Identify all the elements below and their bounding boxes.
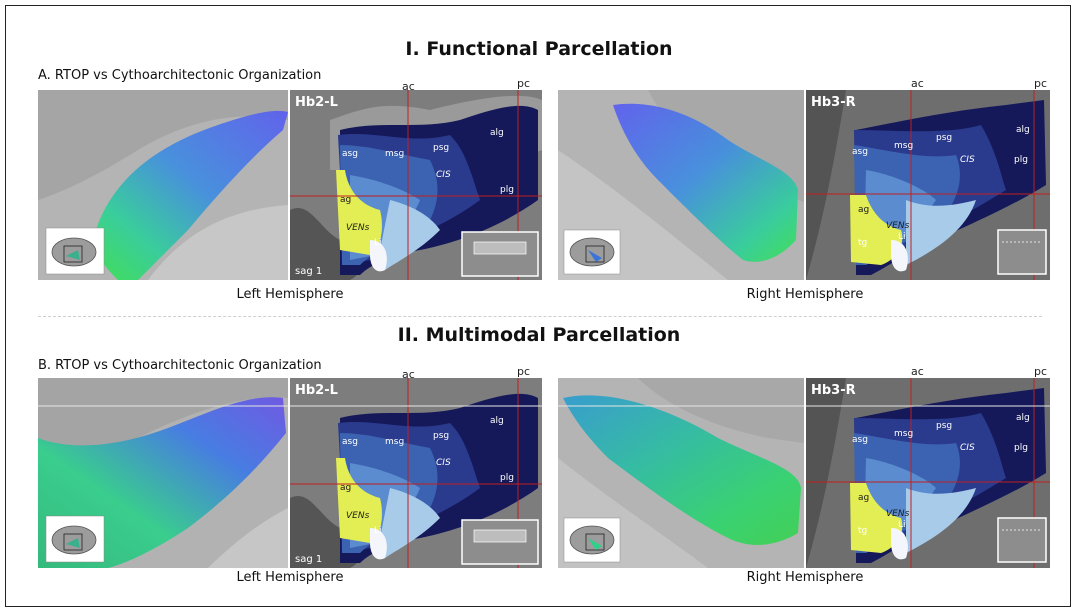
region-label-alg: alg [490, 128, 504, 138]
region-label-tg: tg [858, 526, 867, 536]
region-label-asg: asg [852, 435, 868, 445]
caption-left-hemisphere: Left Hemisphere [236, 287, 344, 302]
region-label-alg: alg [1016, 413, 1030, 423]
axis-label-pc: pc [517, 365, 531, 378]
right-brain-surface-rtop-map [558, 90, 804, 280]
region-label-psg: psg [433, 431, 449, 441]
figure-frame [5, 5, 1071, 607]
section-title-multimodal: II. Multimodal Parcellation [397, 324, 681, 346]
region-label-plg: plg [1014, 443, 1028, 453]
map-title: Hb2-L [295, 383, 338, 398]
region-label-cis: CIS [436, 458, 451, 468]
region-label-plg: plg [500, 185, 514, 195]
section-divider [38, 316, 1042, 317]
axis-label-pc: pc [1034, 365, 1048, 378]
region-label-tg: tg [858, 238, 867, 248]
region-label-vens: VENs [886, 221, 910, 231]
region-label-vens: VENs [886, 509, 910, 519]
left-mri-slice-parcellation: Hb2-L alg psg msg asg CIS plg ag VENs Li… [290, 90, 542, 280]
region-label-plg: plg [500, 473, 514, 483]
region-label-alg: alg [490, 416, 504, 426]
region-label-psg: psg [433, 143, 449, 153]
axis-label-pc: pc [1034, 77, 1048, 90]
region-label-asg: asg [852, 147, 868, 157]
region-label-psg: psg [936, 133, 952, 143]
axis-label-ac: ac [911, 365, 924, 378]
slice-label: sag 1 [295, 554, 322, 565]
axis-label-ac: ac [402, 80, 415, 93]
caption-left-hemisphere: Left Hemisphere [236, 570, 344, 585]
region-label-alg: alg [1016, 125, 1030, 135]
region-label-li: Li [374, 238, 382, 248]
map-title: Hb2-L [295, 95, 338, 110]
left-mri-slice-parcellation: Hb2-L alg psg msg asg CIS plg ag VENs Li… [290, 378, 542, 568]
caption-right-hemisphere: Right Hemisphere [746, 287, 864, 302]
region-label-msg: msg [894, 429, 913, 439]
section-title-functional: I. Functional Parcellation [405, 38, 673, 60]
region-label-li: Li [898, 232, 906, 242]
axis-label-ac: ac [402, 368, 415, 381]
region-label-asg: asg [342, 437, 358, 447]
region-label-ag: ag [858, 493, 869, 503]
axis-label-pc: pc [517, 77, 531, 90]
caption-right-hemisphere: Right Hemisphere [746, 570, 864, 585]
region-label-ag: ag [858, 205, 869, 215]
left-brain-surface-rtop-map [38, 90, 288, 280]
right-mri-slice-parcellation: Hb3-R alg psg msg asg CIS plg ag VENs Li… [806, 378, 1050, 568]
region-label-ag: ag [340, 483, 351, 493]
right-mri-slice-parcellation: Hb3-R alg psg msg asg CIS plg ag VENs Li… [806, 90, 1050, 280]
axis-label-ac: ac [911, 77, 924, 90]
region-label-plg: plg [1014, 155, 1028, 165]
region-label-psg: psg [936, 421, 952, 431]
slice-label: sag 1 [295, 266, 322, 277]
region-label-cis: CIS [960, 155, 975, 165]
region-label-cis: CIS [436, 170, 451, 180]
region-label-vens: VENs [346, 223, 370, 233]
panel-label-b: B. RTOP vs Cythoarchitectonic Organizati… [38, 358, 322, 373]
region-label-cis: CIS [960, 443, 975, 453]
map-title: Hb3-R [811, 383, 856, 398]
region-label-li: Li [374, 526, 382, 536]
region-label-li: Li [898, 520, 906, 530]
region-label-msg: msg [894, 141, 913, 151]
region-label-ag: ag [340, 195, 351, 205]
map-title: Hb3-R [811, 95, 856, 110]
left-brain-surface-multimodal-map [38, 378, 288, 568]
right-brain-surface-multimodal-map [558, 378, 804, 568]
region-label-asg: asg [342, 149, 358, 159]
region-label-msg: msg [385, 149, 404, 159]
region-label-vens: VENs [346, 511, 370, 521]
panel-label-a: A. RTOP vs Cythoarchitectonic Organizati… [38, 68, 322, 83]
region-label-msg: msg [385, 437, 404, 447]
